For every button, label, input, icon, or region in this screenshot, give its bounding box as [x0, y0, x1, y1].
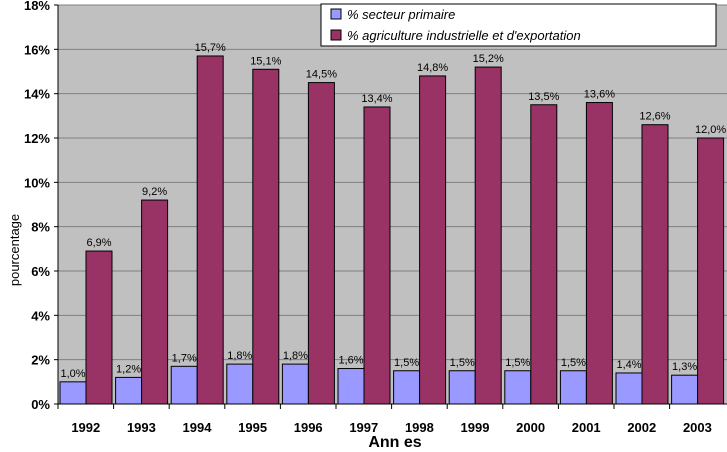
data-label: 14,5% — [306, 69, 337, 81]
bar-industrial — [697, 137, 725, 405]
data-label: 1,5% — [505, 357, 530, 369]
data-label: 1,2% — [116, 363, 141, 375]
x-tick-label: 2000 — [516, 420, 545, 435]
x-tick-label: 1992 — [71, 420, 100, 435]
data-label: 1,6% — [338, 355, 363, 367]
y-tick-label: 8% — [31, 220, 50, 235]
data-label: 14,8% — [417, 62, 448, 74]
bar-primary — [170, 365, 198, 405]
x-tick-label: 1994 — [183, 420, 213, 435]
y-tick-label: 0% — [31, 397, 50, 412]
bar-primary — [448, 370, 476, 405]
x-tick-label: 1993 — [127, 420, 156, 435]
bar-industrial — [307, 82, 335, 405]
x-tick-label: 2003 — [683, 420, 712, 435]
bar-industrial — [85, 250, 113, 405]
y-tick-label: 18% — [24, 0, 50, 13]
legend-label-primary: % secteur primaire — [347, 7, 455, 22]
x-tick-label: 1995 — [238, 420, 267, 435]
bar-industrial — [474, 66, 502, 405]
bar-primary — [337, 368, 365, 405]
y-tick-label: 2% — [31, 353, 50, 368]
bar-industrial — [585, 102, 613, 405]
bar-industrial — [252, 68, 280, 405]
y-tick-label: 16% — [24, 42, 50, 57]
bar-industrial — [641, 124, 669, 405]
y-tick-label: 6% — [31, 264, 50, 279]
bar-primary — [393, 370, 421, 405]
bar-primary — [559, 370, 587, 405]
x-tick-label: 1996 — [294, 420, 323, 435]
data-label: 15,2% — [473, 53, 504, 65]
data-label: 1,7% — [172, 352, 197, 364]
y-tick-label: 12% — [24, 131, 50, 146]
legend-swatch-primary — [330, 8, 342, 20]
bar-primary — [226, 363, 254, 405]
bar-primary — [281, 363, 309, 405]
data-label: 12,6% — [639, 111, 670, 123]
bar-primary — [671, 374, 699, 405]
bar-primary — [115, 376, 143, 405]
data-label: 13,4% — [361, 93, 392, 105]
y-tick-label: 4% — [31, 308, 50, 323]
data-label: 13,6% — [584, 89, 615, 101]
bar-industrial — [363, 106, 391, 405]
data-label: 15,7% — [195, 42, 226, 54]
bar-primary — [615, 372, 643, 405]
bar-industrial — [141, 199, 169, 405]
bar-industrial — [196, 55, 224, 405]
y-tick-label: 10% — [24, 175, 50, 190]
data-label: 1,5% — [561, 357, 586, 369]
data-label: 1,3% — [672, 361, 697, 373]
x-tick-label: 1999 — [461, 420, 490, 435]
plot-area — [58, 5, 727, 404]
legend-label-industrial: % agriculture industrielle et d'exportat… — [347, 28, 581, 43]
bar-primary — [59, 381, 87, 405]
x-tick-label: 2001 — [572, 420, 601, 435]
data-label: 6,9% — [86, 237, 111, 249]
bar-primary — [504, 370, 532, 405]
data-label: 9,2% — [142, 186, 167, 198]
legend-swatch-industrial — [330, 29, 342, 41]
data-label: 1,5% — [450, 357, 475, 369]
y-tick-label: 14% — [24, 87, 50, 102]
data-label: 1,5% — [394, 357, 419, 369]
y-axis-label: pourcentage — [7, 214, 22, 286]
data-label: 1,8% — [283, 350, 308, 362]
data-label: 1,8% — [227, 350, 252, 362]
x-tick-label: 1997 — [349, 420, 378, 435]
bar-industrial — [419, 75, 447, 405]
data-label: 12,0% — [695, 124, 726, 136]
data-label: 13,5% — [528, 91, 559, 103]
x-axis-label: Ann es — [368, 434, 421, 451]
x-tick-label: 2002 — [627, 420, 656, 435]
data-label: 1,4% — [616, 359, 641, 371]
bar-industrial — [530, 104, 558, 405]
data-label: 1,0% — [60, 368, 85, 380]
x-tick-label: 1998 — [405, 420, 434, 435]
legend: % secteur primaire % agriculture industr… — [320, 3, 717, 47]
data-label: 15,1% — [250, 55, 281, 67]
